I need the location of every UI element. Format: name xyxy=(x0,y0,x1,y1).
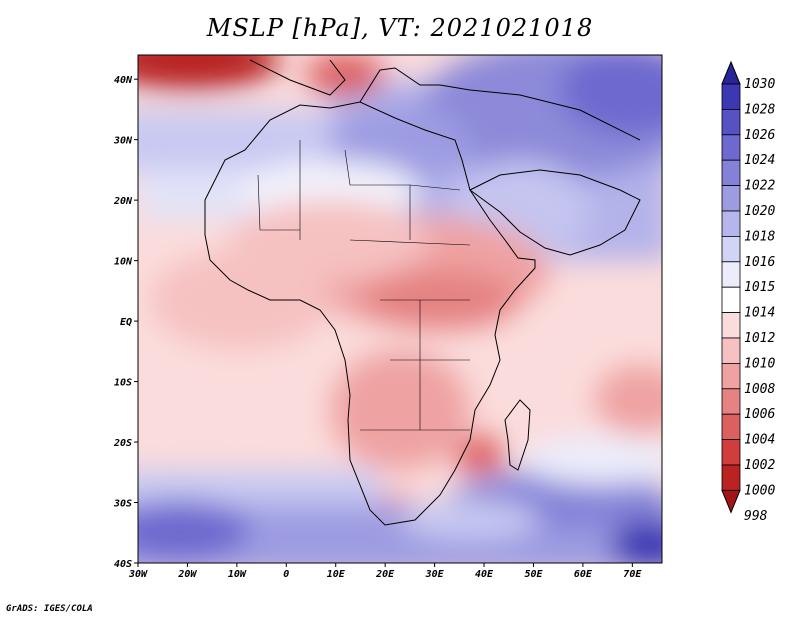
colorbar-label: 1024 xyxy=(744,153,775,168)
colorbar: 1030 1028 1026 1024 1022 1020 1018 1016 1015 1014… xyxy=(721,60,775,524)
colorbar-swatch xyxy=(721,261,741,288)
colorbar-swatch xyxy=(721,235,741,263)
colorbar-label: 1030 xyxy=(744,77,775,92)
colorbar-label: 998 xyxy=(744,509,768,524)
colorbar-label: 1008 xyxy=(744,382,775,397)
lat-tick-label: 40S xyxy=(114,559,132,570)
colorbar-swatch xyxy=(721,286,741,314)
colorbar-label: 1026 xyxy=(744,128,775,143)
lat-tick-label: 20S xyxy=(113,438,132,449)
lat-tick-label: 10S xyxy=(114,378,132,389)
coastlines xyxy=(204,59,641,526)
colorbar-label: 1016 xyxy=(744,255,775,270)
colorbar-swatch xyxy=(721,109,741,136)
colorbar-swatch xyxy=(721,83,741,110)
colorbar-swatch xyxy=(721,362,741,390)
lon-tick-label: 10W xyxy=(228,569,247,580)
colorbar-swatch xyxy=(721,185,741,212)
colorbar-label: 1022 xyxy=(744,179,775,194)
colorbar-top-arrow xyxy=(721,60,741,85)
colorbar-swatch xyxy=(721,312,741,339)
lat-tick-label: 20N xyxy=(113,196,133,207)
colorbar-label: 1002 xyxy=(744,458,775,473)
lat-tick-label: 10N xyxy=(114,257,133,268)
colorbar-swatch xyxy=(721,439,741,466)
lon-tick-label: 20E xyxy=(375,569,395,580)
lon-tick-label: 30E xyxy=(425,569,445,580)
lon-tick-label: 30W xyxy=(128,569,148,580)
colorbar-label: 1000 xyxy=(744,483,775,498)
colorbar-swatch xyxy=(721,159,741,186)
colorbar-label: 1012 xyxy=(744,331,775,346)
colorbar-swatch xyxy=(721,210,741,237)
colorbar-swatch xyxy=(721,388,741,415)
lon-tick-label: 50E xyxy=(524,569,543,580)
colorbar-swatch xyxy=(721,337,741,364)
lon-tick-label: 60E xyxy=(574,569,593,580)
colorbar-label: 1015 xyxy=(744,280,775,295)
lat-tick-label: 30S xyxy=(113,499,132,510)
colorbar-label: 1006 xyxy=(744,407,775,422)
lon-tick-label: 0 xyxy=(283,569,289,580)
colorbar-label: 1018 xyxy=(744,229,775,244)
colorbar-label: 1014 xyxy=(744,306,775,321)
lon-tick-label: 20W xyxy=(177,569,197,580)
colorbar-swatch xyxy=(721,464,741,491)
colorbar-label: 1004 xyxy=(744,433,775,448)
colorbar-swatch xyxy=(721,134,741,161)
colorbar-label: 1020 xyxy=(744,204,775,219)
colorbar-bottom-arrow xyxy=(721,489,741,514)
lat-tick-label: 30N xyxy=(113,136,133,147)
country-borders xyxy=(257,140,471,431)
lon-tick-label: 70E xyxy=(623,569,642,580)
plot-frame xyxy=(137,54,663,564)
colorbar-label: 1028 xyxy=(744,102,775,117)
colorbar-label: 1010 xyxy=(744,356,775,371)
map-title: MSLP [hPa], VT: 2021021018 xyxy=(206,14,594,42)
latitude-axis: 40N 30N 20N 10N EQ 10S 20S 30S 40S xyxy=(113,75,138,570)
longitude-axis: 30W 20W 10W 0 10E 20E 30E 40E 50E 60E 70E xyxy=(128,563,642,580)
lon-tick-label: 10E xyxy=(327,569,346,580)
colorbar-swatch xyxy=(721,413,741,441)
lat-tick-label: EQ xyxy=(120,317,132,328)
lat-tick-label: 40N xyxy=(114,75,133,86)
lon-tick-label: 40E xyxy=(475,569,494,580)
pressure-field xyxy=(138,55,662,563)
grads-credit: GrADS: IGES/COLA xyxy=(6,604,93,614)
